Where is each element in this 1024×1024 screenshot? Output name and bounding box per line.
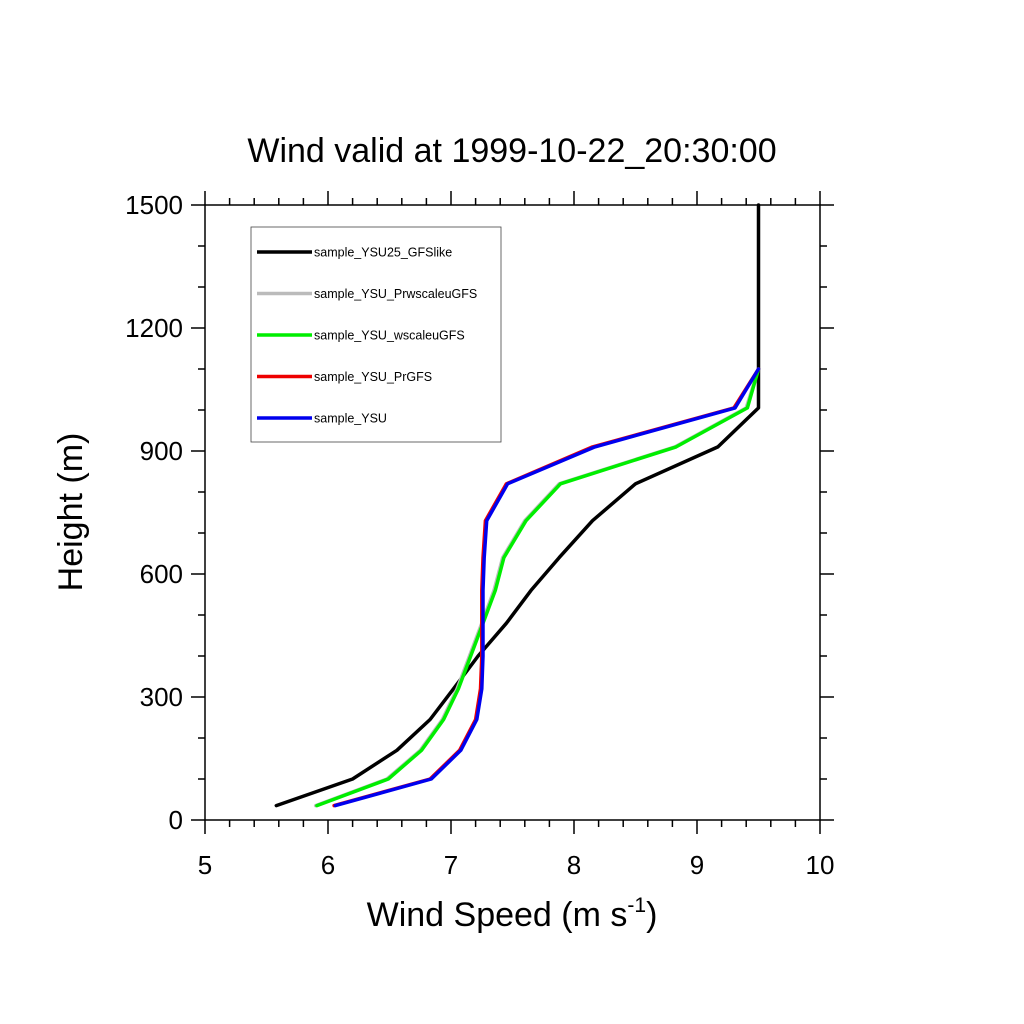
x-tick-label: 7 (444, 850, 458, 880)
plot-frame (204, 204, 821, 821)
series-layer (274, 203, 761, 808)
y-tick-label: 900 (140, 436, 183, 466)
series-line-sample_YSU25_GFSlike (274, 203, 761, 808)
y-tick-label: 600 (140, 559, 183, 589)
x-tick-label: 10 (806, 850, 835, 880)
chart-title: Wind valid at 1999-10-22_20:30:00 (247, 132, 776, 170)
y-tick-label: 1500 (125, 190, 183, 220)
x-tick-label: 5 (198, 850, 212, 880)
x-tick-label: 9 (690, 850, 704, 880)
legend-label: sample_YSU25_GFSlike (314, 246, 452, 260)
axis-ticks: 5 6 7 8 9 10 0 300 600 900 1200 1500 (125, 190, 834, 880)
y-tick-label: 300 (140, 682, 183, 712)
legend-label: sample_YSU (314, 412, 387, 426)
x-tick-label: 8 (567, 850, 581, 880)
legend-label: sample_YSU_wscaleuGFS (314, 329, 465, 343)
legend-label: sample_YSU_PrwscaleuGFS (314, 287, 477, 301)
y-tick-label: 0 (169, 805, 183, 835)
x-axis-label-superscript: -1 (627, 894, 646, 917)
y-tick-label: 1200 (125, 313, 183, 343)
x-tick-label: 6 (321, 850, 335, 880)
legend: sample_YSU25_GFSlike sample_YSU_Prwscaleu… (250, 226, 502, 443)
x-axis-label-suffix: ) (646, 896, 657, 934)
plot-area: 5 6 7 8 9 10 0 300 600 900 1200 1500 (125, 190, 834, 880)
y-axis-label: Height (m) (52, 433, 90, 592)
legend-label: sample_YSU_PrGFS (314, 370, 432, 384)
series-line-sample_YSU_wscaleuGFS (315, 367, 761, 808)
x-axis-label: Wind Speed (m s-1) (367, 894, 658, 934)
series-line-sample_YSU (333, 367, 761, 808)
